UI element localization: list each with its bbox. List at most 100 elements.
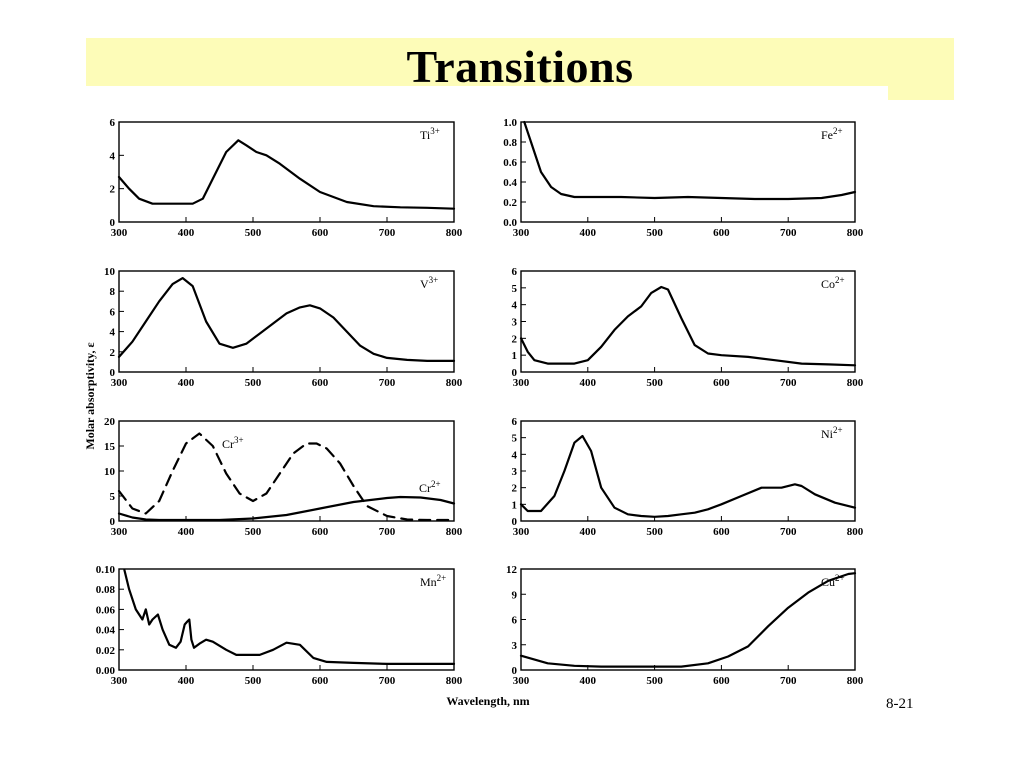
y-tick-label: 0.8 bbox=[503, 137, 517, 149]
x-tick-label: 400 bbox=[178, 675, 195, 687]
x-tick-label: 800 bbox=[847, 675, 864, 687]
x-tick-label: 400 bbox=[178, 377, 195, 389]
x-tick-label: 400 bbox=[580, 526, 597, 538]
y-tick-label: 0.08 bbox=[96, 584, 116, 596]
x-tick-label: 300 bbox=[111, 227, 128, 239]
panel-v: 300 400 500 600 700 800 0 2 4 6 8 10 V3+ bbox=[104, 266, 463, 389]
x-tick-label: 700 bbox=[780, 377, 797, 389]
x-tick-label: 400 bbox=[580, 227, 597, 239]
y-tick-label: 6 bbox=[110, 306, 116, 318]
x-tick-label: 600 bbox=[713, 526, 730, 538]
series-line-mn bbox=[123, 568, 456, 666]
y-tick-label: 10 bbox=[104, 466, 116, 478]
panel-cr: 300 400 500 600 700 800 0 5 10 15 20 Cr3+ Cr2+ bbox=[104, 416, 463, 538]
y-tick-label: 5 bbox=[110, 491, 116, 503]
x-tick-label: 700 bbox=[780, 526, 797, 538]
plot-frame bbox=[118, 420, 455, 522]
y-tick-label: 5 bbox=[512, 283, 518, 295]
ion-label-co: Co2+ bbox=[821, 275, 845, 291]
y-tick-label: 4 bbox=[110, 327, 116, 339]
series-line-ni bbox=[519, 434, 857, 518]
plot-frame bbox=[520, 568, 856, 671]
panel-ti: 300 400 500 600 700 800 0 2 4 6 Ti3+ bbox=[110, 117, 463, 239]
x-tick-label: 300 bbox=[111, 526, 128, 538]
slide-title: Transitions bbox=[406, 41, 634, 92]
ion-label-cr2: Cr2+ bbox=[419, 479, 441, 495]
series-line-fe bbox=[523, 120, 857, 201]
series-line-v bbox=[117, 277, 456, 362]
panel-co: 300 400 500 600 700 800 0 1 2 3 4 5 6 Co2+ bbox=[512, 266, 864, 389]
x-tick-label: 300 bbox=[513, 526, 530, 538]
y-tick-label: 0.4 bbox=[503, 177, 517, 189]
x-tick-label: 500 bbox=[245, 377, 262, 389]
x-tick-label: 400 bbox=[178, 227, 195, 239]
x-tick-label: 600 bbox=[312, 377, 329, 389]
ion-label-v: V3+ bbox=[420, 275, 438, 291]
x-tick-label: 800 bbox=[847, 377, 864, 389]
y-tick-label: 1 bbox=[512, 499, 518, 511]
x-tick-label: 300 bbox=[513, 227, 530, 239]
x-tick-label: 700 bbox=[379, 526, 396, 538]
y-tick-label: 3 bbox=[512, 466, 518, 478]
plot-frame bbox=[520, 270, 856, 373]
y-tick-label: 0.02 bbox=[96, 645, 116, 657]
y-tick-label: 20 bbox=[104, 416, 116, 428]
y-tick-label: 4 bbox=[512, 449, 518, 461]
y-tick-label: 9 bbox=[512, 589, 518, 601]
ion-label-cu: Cu2+ bbox=[821, 573, 845, 589]
plot-frame bbox=[520, 420, 856, 522]
y-tick-label: 8 bbox=[110, 286, 116, 298]
x-tick-label: 300 bbox=[513, 675, 530, 687]
x-tick-label: 600 bbox=[312, 675, 329, 687]
title-banner-accent bbox=[888, 86, 954, 100]
x-tick-label: 800 bbox=[446, 227, 463, 239]
panel-cu: 300 400 500 600 700 800 0 3 6 9 12 Cu2+ bbox=[506, 564, 864, 687]
x-tick-label: 500 bbox=[646, 377, 663, 389]
y-tick-label: 2 bbox=[512, 483, 518, 495]
y-tick-label: 0.6 bbox=[503, 157, 517, 169]
ion-label-ni: Ni2+ bbox=[821, 425, 843, 441]
panel-fe: 300 400 500 600 700 800 0.0 0.2 0.4 0.6 0.8 1.0 Fe2+ bbox=[503, 117, 864, 239]
x-tick-label: 600 bbox=[713, 377, 730, 389]
y-tick-label: 1 bbox=[512, 350, 518, 362]
plot-frame bbox=[118, 270, 455, 373]
y-tick-label: 15 bbox=[104, 441, 116, 453]
y-tick-label: 12 bbox=[506, 564, 518, 576]
y-tick-label: 6 bbox=[512, 416, 518, 428]
y-tick-label: 6 bbox=[512, 266, 518, 278]
y-tick-label: 0.04 bbox=[96, 625, 116, 637]
y-tick-label: 4 bbox=[512, 300, 518, 312]
x-tick-label: 600 bbox=[312, 227, 329, 239]
x-tick-label: 800 bbox=[446, 377, 463, 389]
title-banner bbox=[86, 38, 954, 86]
plot-frame bbox=[118, 121, 455, 223]
y-tick-label: 0.0 bbox=[503, 217, 517, 229]
x-tick-label: 600 bbox=[713, 227, 730, 239]
y-tick-label: 0.10 bbox=[96, 564, 116, 576]
y-tick-label: 0.06 bbox=[96, 604, 116, 616]
x-tick-label: 800 bbox=[847, 227, 864, 239]
plot-frame bbox=[520, 121, 856, 223]
y-tick-label: 0 bbox=[110, 367, 116, 379]
x-tick-label: 500 bbox=[646, 526, 663, 538]
y-tick-label: 0 bbox=[110, 516, 116, 528]
x-tick-label: 700 bbox=[780, 227, 797, 239]
panel-ni: 300 400 500 600 700 800 0 1 2 3 4 5 6 Ni2+ bbox=[512, 416, 864, 538]
x-tick-label: 500 bbox=[245, 526, 262, 538]
x-tick-label: 700 bbox=[379, 675, 396, 687]
series-line-ti bbox=[117, 139, 456, 210]
y-tick-label: 0 bbox=[512, 665, 518, 677]
y-tick-label: 2 bbox=[110, 347, 116, 359]
plot-frame bbox=[118, 568, 455, 671]
y-tick-label: 5 bbox=[512, 433, 518, 445]
y-tick-label: 3 bbox=[512, 317, 518, 329]
series-line-cr3plus bbox=[117, 432, 456, 522]
x-tick-label: 300 bbox=[513, 377, 530, 389]
x-tick-label: 600 bbox=[312, 526, 329, 538]
ion-label-cr3: Cr3+ bbox=[222, 435, 244, 451]
x-axis-label: Wavelength, nm bbox=[446, 694, 529, 708]
x-tick-label: 400 bbox=[178, 526, 195, 538]
page-number: 8-21 bbox=[886, 696, 914, 712]
x-tick-label: 400 bbox=[580, 377, 597, 389]
